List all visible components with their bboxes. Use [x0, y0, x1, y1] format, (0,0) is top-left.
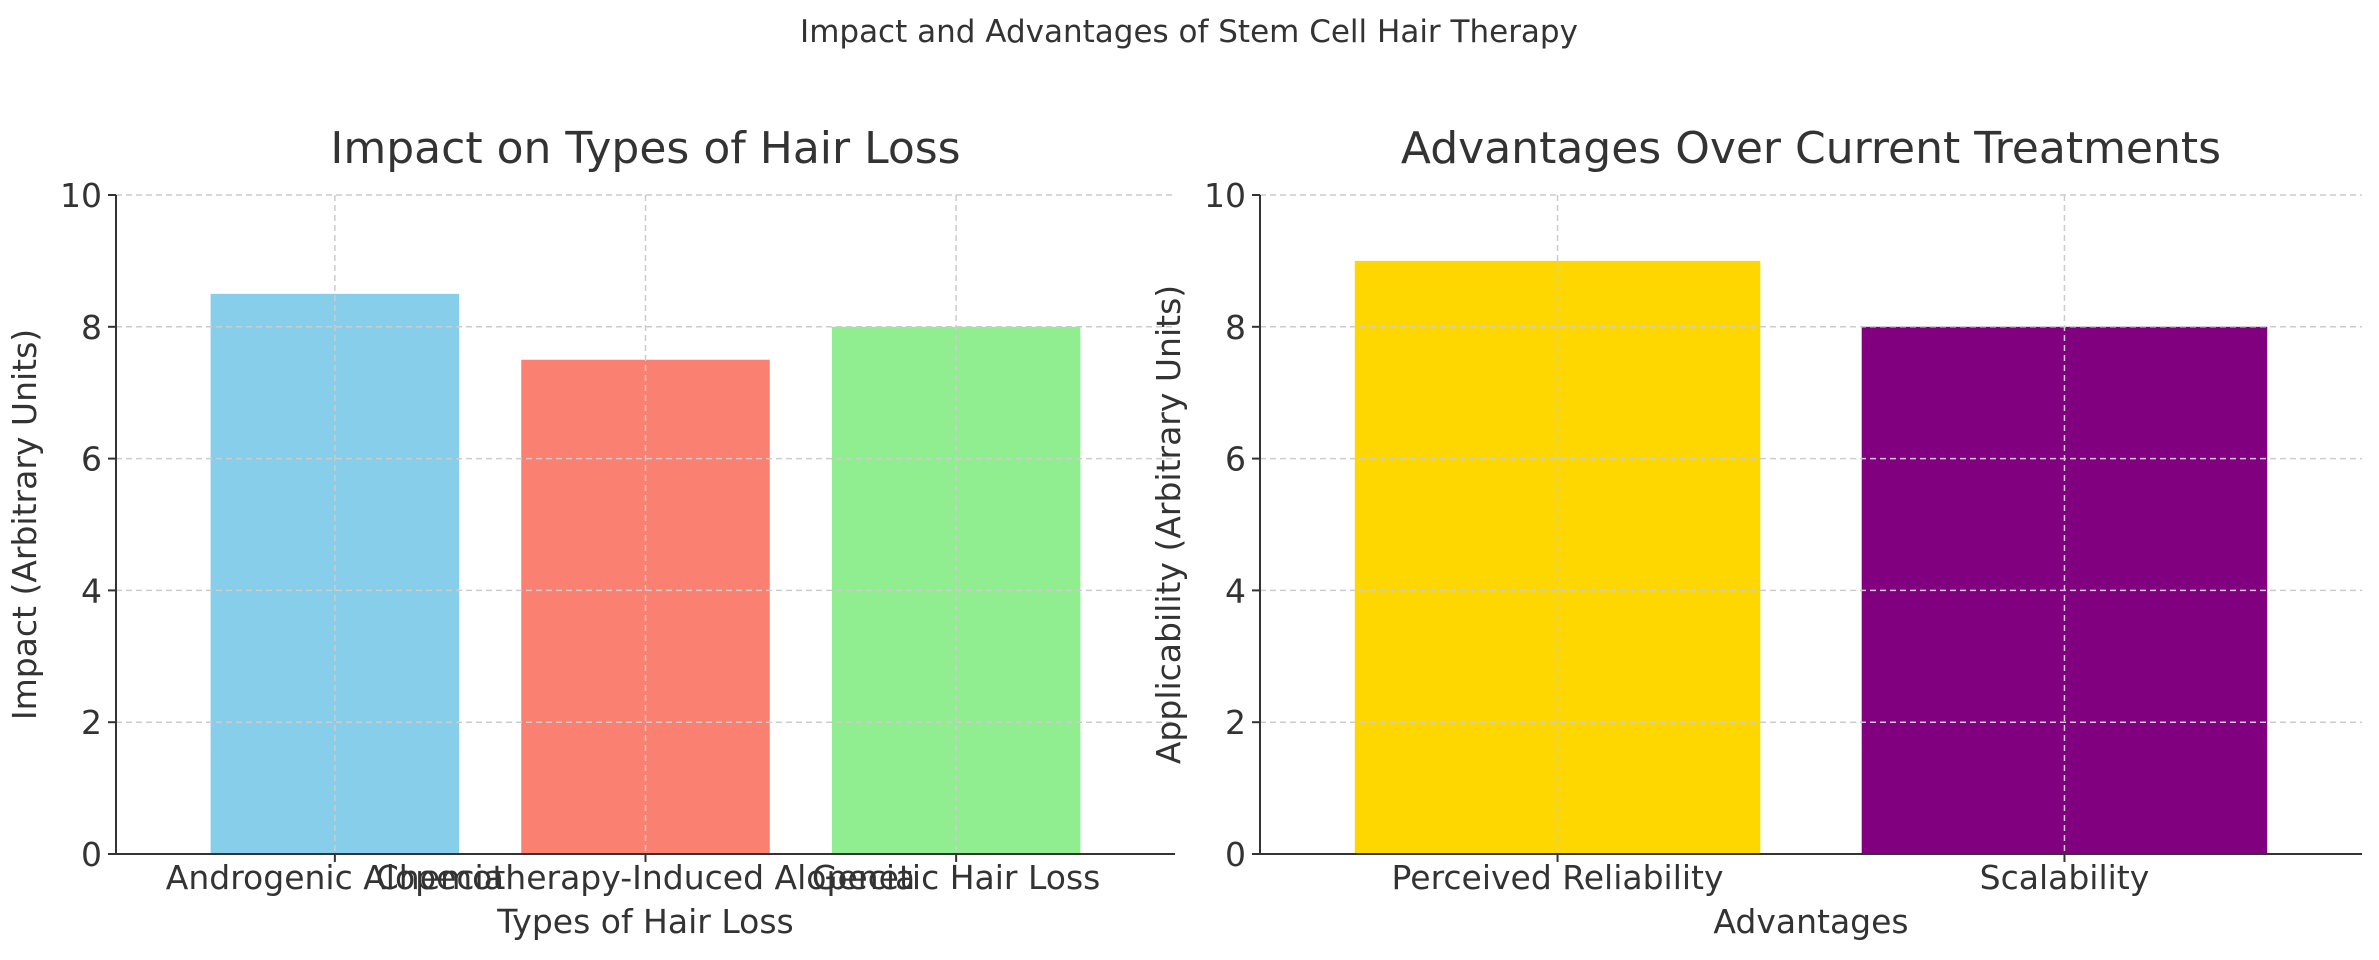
x-tick-label: Perceived Reliability	[1392, 858, 1724, 897]
chart-title: Impact on Types of Hair Loss	[330, 123, 960, 174]
y-tick-label: 8	[1225, 308, 1246, 347]
x-tick-label: Androgenic Alopecia	[166, 858, 504, 897]
y-tick-label: 0	[1225, 835, 1246, 874]
x-axis-label: Types of Hair Loss	[496, 902, 793, 941]
x-tick-label: Scalability	[1980, 858, 2150, 897]
y-tick-label: 4	[1225, 571, 1246, 610]
chart-impact-hair-loss: Impact on Types of Hair Loss 0 2 4 6 8 10 Andro…	[5, 123, 1175, 941]
y-tick-label: 2	[81, 703, 102, 742]
chart-advantages: Advantages Over Current Treatments 0 2 4 6 8 1…	[1149, 123, 2362, 941]
y-axis-label: Impact (Arbitrary Units)	[5, 329, 44, 720]
y-tick-label: 8	[81, 308, 102, 347]
y-tick-label: 0	[81, 835, 102, 874]
x-axis-label: Advantages	[1713, 902, 1908, 941]
x-tick-label: Genetic Hair Loss	[812, 858, 1100, 897]
y-tick-label: 6	[81, 440, 102, 479]
y-tick-label: 10	[60, 176, 102, 215]
chart-title: Advantages Over Current Treatments	[1401, 123, 2221, 174]
y-tick-label: 10	[1204, 176, 1246, 215]
y-tick-label: 2	[1225, 703, 1246, 742]
y-tick-label: 6	[1225, 440, 1246, 479]
y-tick-label: 4	[81, 571, 102, 610]
figure-suptitle: Impact and Advantages of Stem Cell Hair …	[800, 14, 1578, 50]
x-tick-label: Chemotherapy-Induced Alopecia	[376, 858, 915, 897]
y-axis-label: Applicability (Arbitrary Units)	[1149, 285, 1188, 764]
